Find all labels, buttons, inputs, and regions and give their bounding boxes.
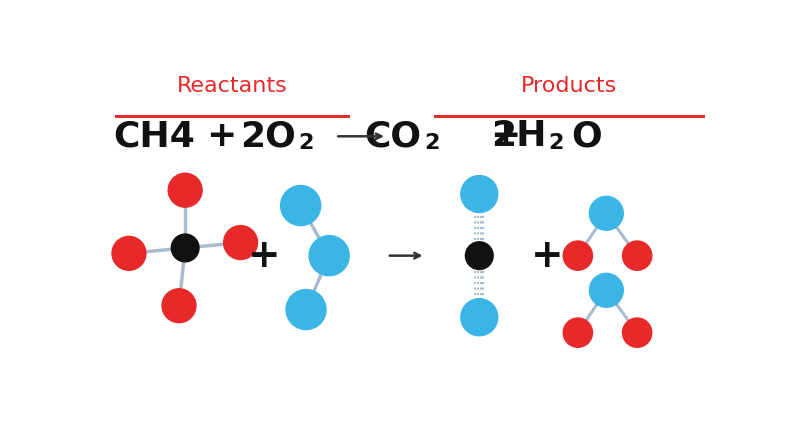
- Ellipse shape: [622, 241, 652, 270]
- Ellipse shape: [622, 318, 652, 347]
- Ellipse shape: [162, 289, 196, 322]
- Ellipse shape: [563, 241, 593, 270]
- Ellipse shape: [171, 234, 199, 262]
- Ellipse shape: [563, 318, 593, 347]
- Text: +: +: [206, 119, 237, 154]
- Text: 2O: 2O: [240, 119, 296, 154]
- Ellipse shape: [309, 236, 349, 276]
- Text: 2: 2: [424, 133, 439, 153]
- Text: Reactants: Reactants: [177, 76, 287, 96]
- Text: Products: Products: [521, 76, 617, 96]
- Text: +: +: [530, 237, 563, 275]
- Ellipse shape: [590, 197, 623, 230]
- Ellipse shape: [112, 237, 146, 270]
- Ellipse shape: [224, 226, 258, 259]
- Ellipse shape: [466, 242, 493, 270]
- Ellipse shape: [461, 299, 498, 336]
- Text: +: +: [490, 119, 521, 154]
- Ellipse shape: [461, 175, 498, 212]
- Ellipse shape: [281, 186, 321, 226]
- Text: +: +: [247, 237, 280, 275]
- Text: CH4: CH4: [114, 119, 195, 154]
- Ellipse shape: [168, 173, 202, 207]
- Text: 2H: 2H: [490, 119, 546, 154]
- Text: CO: CO: [365, 119, 422, 154]
- Ellipse shape: [590, 273, 623, 307]
- Ellipse shape: [286, 289, 326, 329]
- Text: O: O: [572, 119, 602, 154]
- Text: 2: 2: [549, 133, 564, 153]
- Text: 2: 2: [298, 133, 314, 153]
